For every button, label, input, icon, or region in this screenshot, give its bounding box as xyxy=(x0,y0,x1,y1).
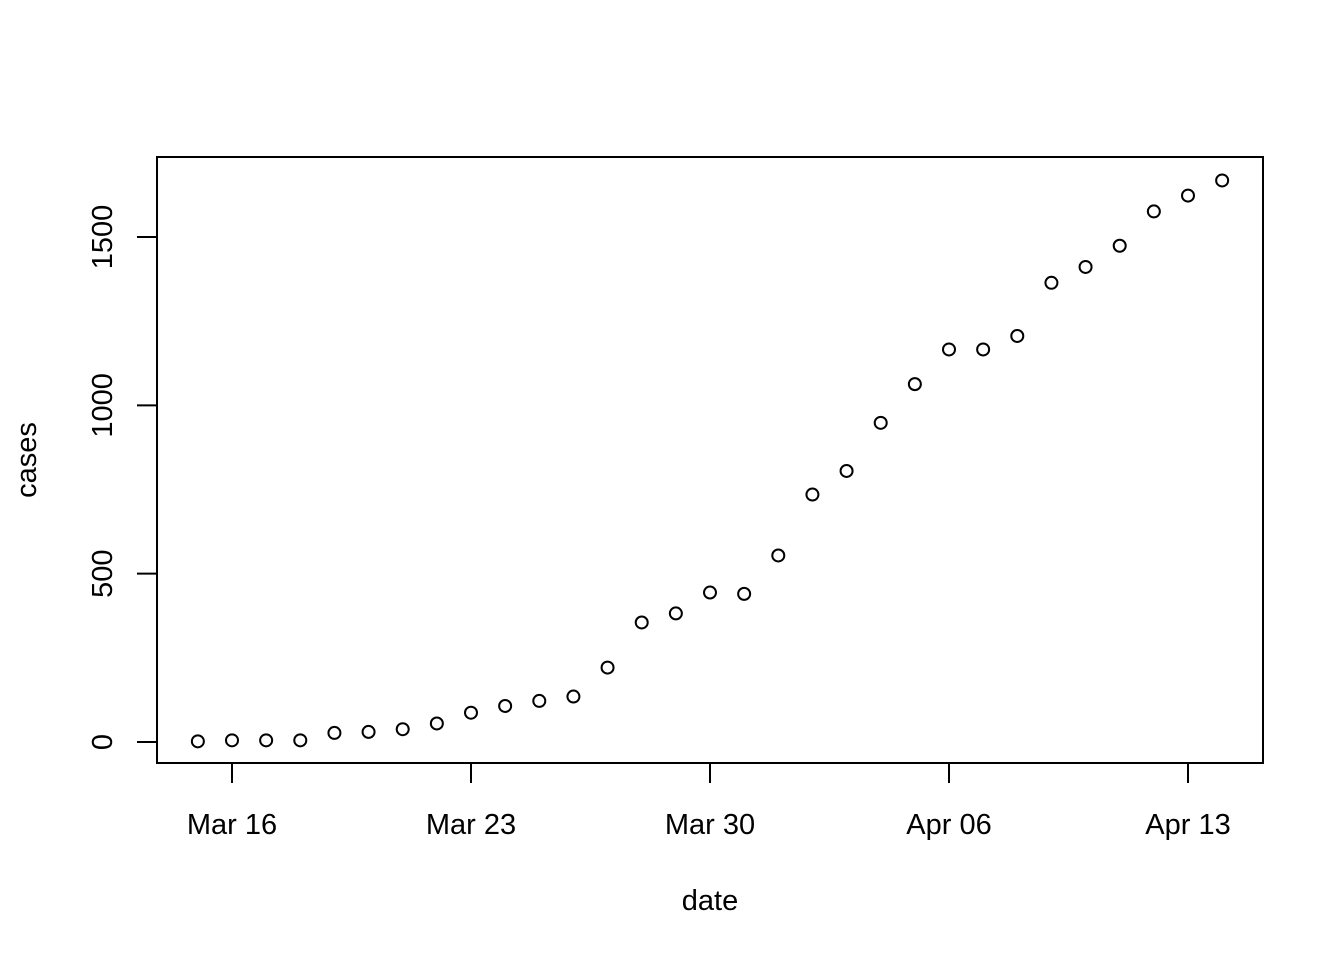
data-point xyxy=(1010,328,1025,343)
y-axis-title: cases xyxy=(11,422,43,498)
y-tick-label: 500 xyxy=(87,549,119,597)
data-point xyxy=(634,615,649,630)
data-point xyxy=(293,733,308,748)
data-point xyxy=(805,487,820,502)
x-tick-label: Apr 06 xyxy=(906,809,991,841)
x-axis: Mar 16 Mar 23 Mar 30 Apr 06 Apr 13 xyxy=(187,762,1231,841)
data-point xyxy=(361,724,376,739)
data-point xyxy=(771,548,786,563)
x-axis-title: date xyxy=(682,885,738,917)
data-point xyxy=(532,693,547,708)
data-point xyxy=(668,606,683,621)
data-point xyxy=(1146,204,1161,219)
x-tick-label: Mar 16 xyxy=(187,809,277,841)
data-point xyxy=(873,415,888,430)
x-tick-label: Apr 13 xyxy=(1145,809,1230,841)
data-point xyxy=(464,705,478,720)
data-point xyxy=(907,377,922,392)
data-points xyxy=(190,173,1230,749)
data-point xyxy=(1112,238,1127,253)
data-point xyxy=(1044,275,1059,290)
data-point xyxy=(327,725,342,740)
y-tick-label: 0 xyxy=(87,734,119,750)
data-point xyxy=(259,733,274,748)
data-point xyxy=(1181,188,1195,203)
data-point xyxy=(600,660,615,675)
data-point xyxy=(498,698,513,713)
x-tick-label: Mar 30 xyxy=(665,809,755,841)
data-point xyxy=(190,734,205,749)
data-point xyxy=(1215,173,1230,188)
plot-frame xyxy=(156,156,1264,764)
data-point xyxy=(737,586,752,601)
data-point xyxy=(703,585,717,600)
data-point xyxy=(976,342,991,357)
x-tick-label: Mar 23 xyxy=(426,809,516,841)
data-point xyxy=(839,463,854,478)
data-point xyxy=(1078,259,1093,274)
y-tick-label: 1500 xyxy=(87,205,119,270)
data-point xyxy=(942,342,956,357)
y-tick-label: 1000 xyxy=(87,373,119,438)
y-axis: 0 500 1000 1500 xyxy=(87,205,158,750)
data-point xyxy=(395,722,410,737)
data-point xyxy=(225,733,239,748)
data-point xyxy=(566,689,581,704)
data-point xyxy=(429,716,444,731)
